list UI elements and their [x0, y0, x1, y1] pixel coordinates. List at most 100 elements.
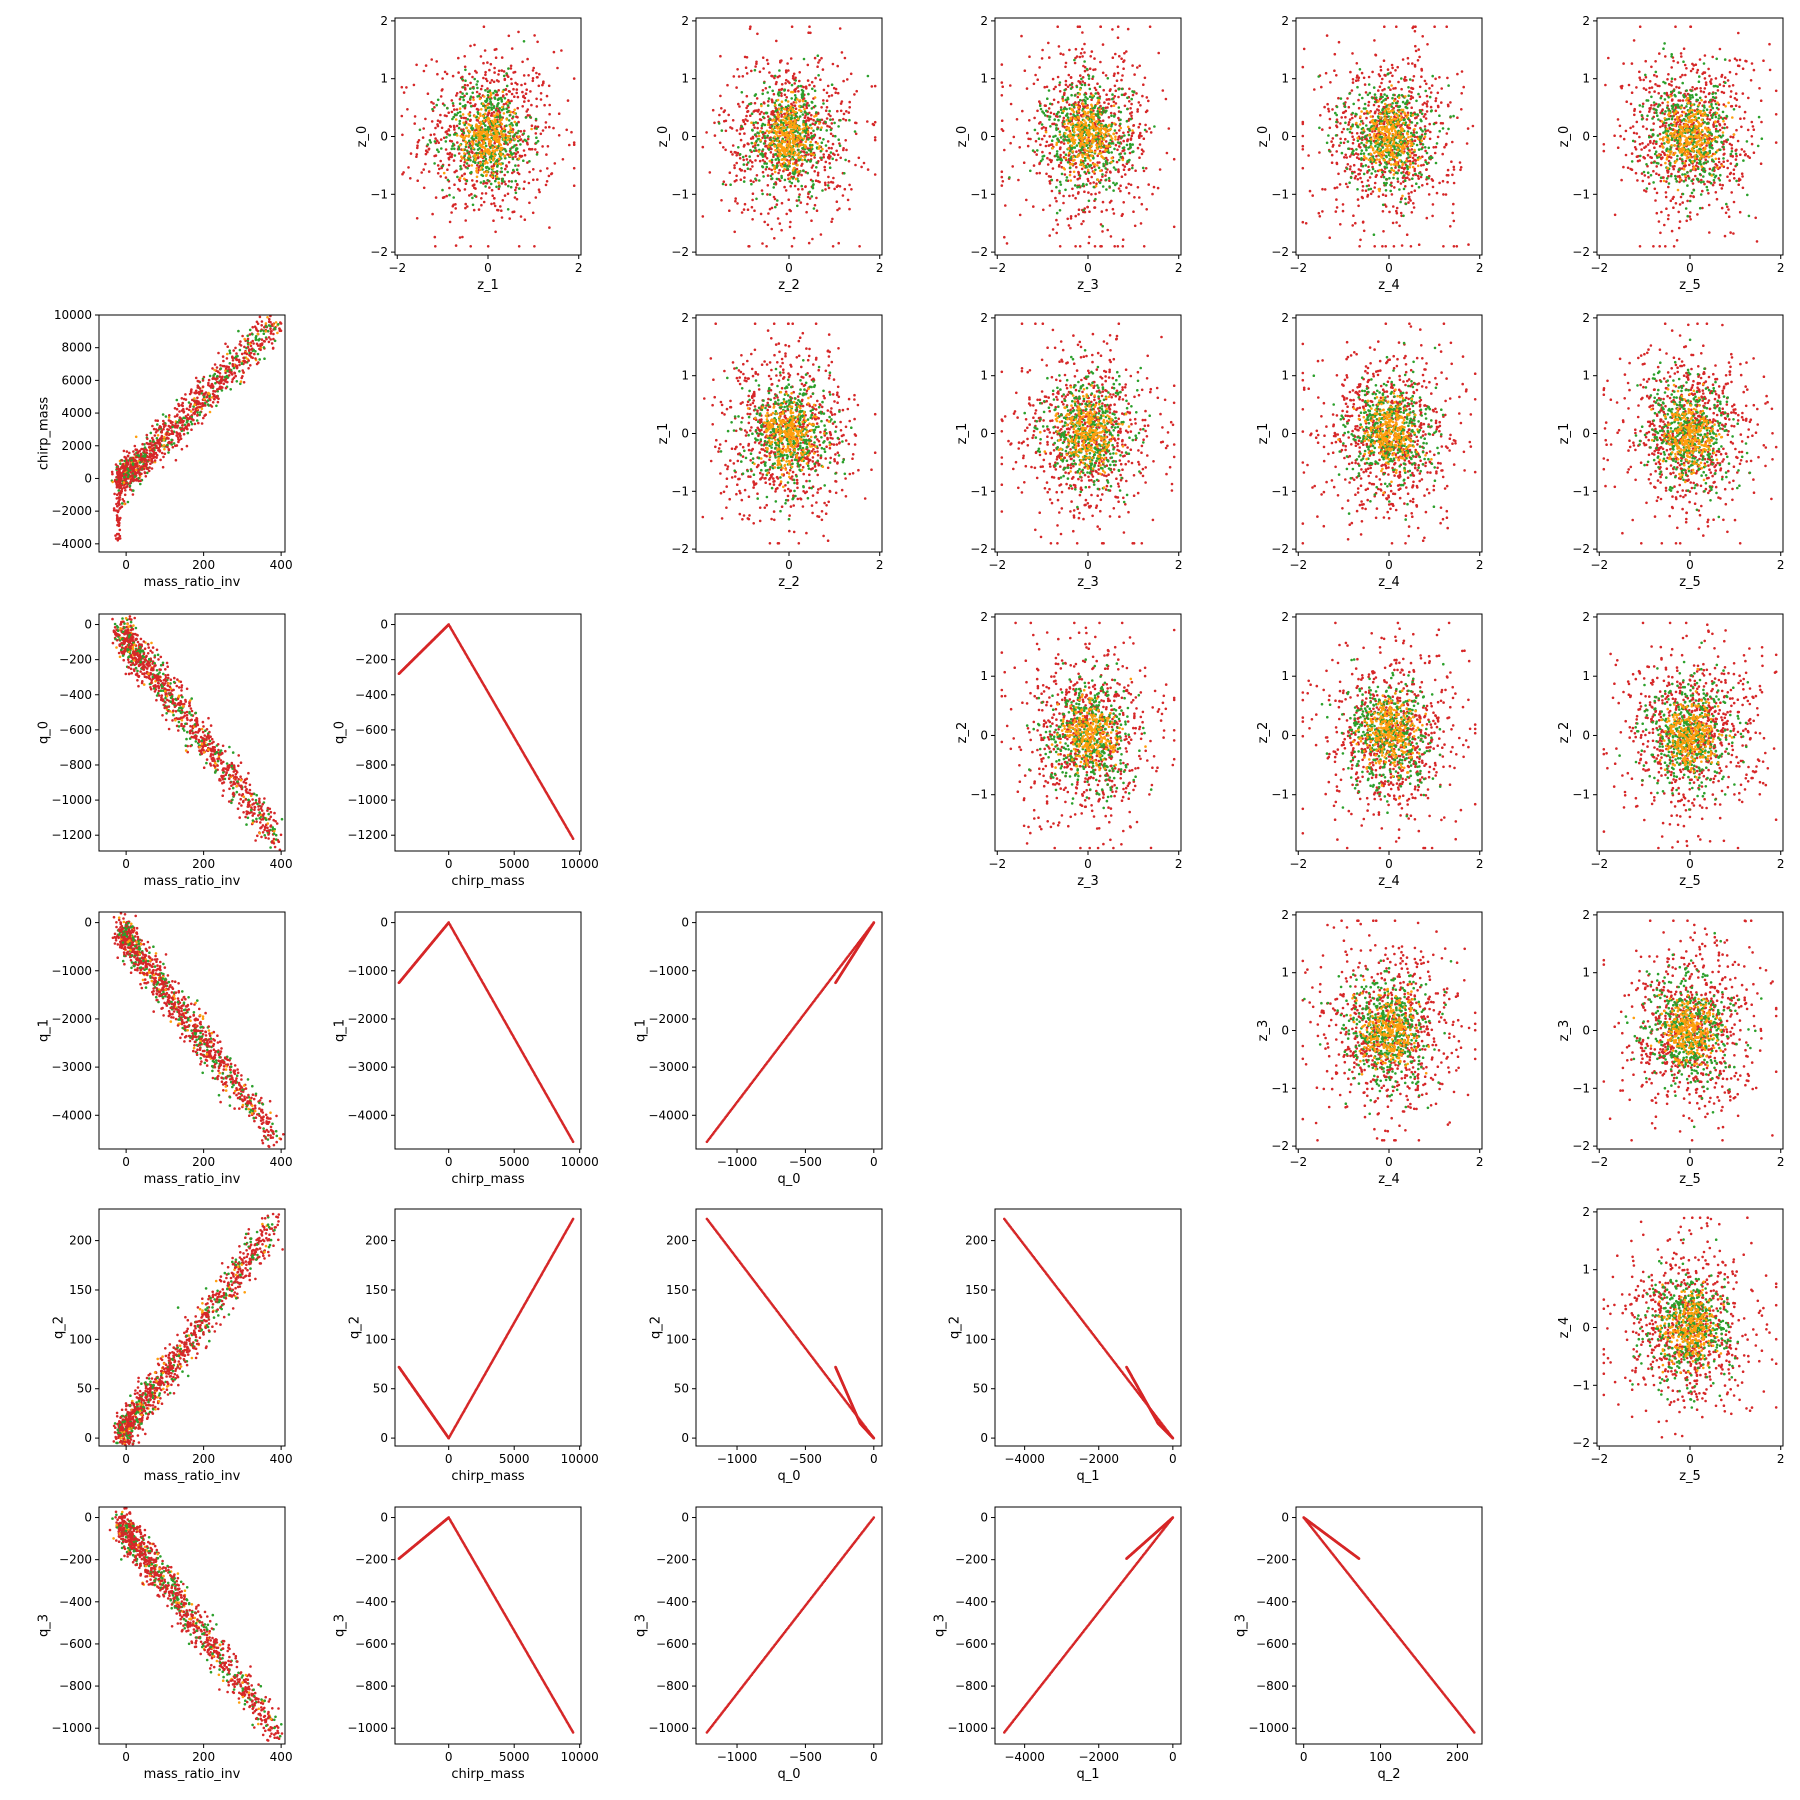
data-point [1414, 162, 1417, 165]
data-point [1115, 182, 1118, 185]
data-point [1077, 101, 1080, 104]
data-point [1086, 168, 1090, 172]
data-point [1076, 115, 1080, 119]
data-point [508, 101, 512, 105]
data-point [1335, 186, 1339, 189]
y-tick-label: −2 [970, 245, 988, 259]
data-point [1424, 113, 1427, 116]
data-point [738, 153, 742, 156]
data-point [770, 158, 774, 162]
data-point [1080, 77, 1083, 81]
data-point [1073, 117, 1076, 120]
data-point [1335, 150, 1338, 153]
data-point [1360, 180, 1364, 184]
data-point [1136, 66, 1139, 69]
data-point [498, 185, 501, 188]
data-point [1410, 184, 1414, 188]
data-point [782, 161, 786, 164]
data-point [485, 130, 489, 133]
data-point [519, 138, 523, 141]
data-point [778, 149, 782, 152]
data-point [825, 106, 829, 109]
data-point [743, 169, 747, 173]
data-point [1039, 121, 1042, 124]
data-point [1085, 165, 1088, 169]
data-point [497, 73, 500, 76]
data-point [1365, 116, 1368, 120]
data-point [1045, 85, 1049, 89]
data-point [1404, 185, 1407, 188]
data-point [755, 62, 758, 65]
data-point [531, 211, 535, 215]
data-point [847, 159, 851, 163]
data-point [857, 156, 861, 160]
data-point [718, 141, 722, 145]
data-point [829, 114, 832, 118]
data-point [492, 80, 496, 84]
data-point [1077, 153, 1081, 156]
data-point [1060, 172, 1064, 176]
data-point [797, 145, 801, 148]
data-point [773, 170, 777, 174]
data-point [1411, 177, 1414, 180]
data-point [494, 145, 498, 148]
data-point [492, 131, 495, 135]
data-point [1452, 202, 1455, 206]
data-point [816, 65, 819, 68]
data-point [1418, 85, 1422, 89]
data-point [1051, 167, 1055, 170]
data-point [1110, 137, 1114, 140]
data-point [469, 124, 472, 127]
data-point [1114, 168, 1117, 171]
data-point [1388, 80, 1392, 83]
data-point [489, 146, 492, 150]
data-point [776, 92, 780, 96]
data-point [1371, 130, 1374, 133]
data-point [1061, 99, 1065, 102]
data-point [813, 156, 816, 159]
data-point [1380, 175, 1383, 179]
data-point [1425, 94, 1429, 98]
data-point [473, 186, 476, 190]
data-point [1080, 131, 1083, 135]
data-point [1354, 79, 1358, 82]
data-point [750, 141, 754, 145]
data-point [855, 89, 858, 93]
data-point [502, 74, 506, 78]
data-point [1042, 111, 1046, 115]
data-point [526, 57, 529, 61]
data-point [1001, 85, 1004, 88]
data-point [465, 143, 468, 146]
data-point [731, 153, 734, 156]
data-point [536, 76, 539, 79]
data-point [517, 157, 521, 160]
data-point [1076, 177, 1079, 181]
data-point [1119, 122, 1122, 126]
data-point [1363, 112, 1366, 115]
data-point [775, 80, 778, 84]
data-point [409, 152, 413, 155]
data-point [761, 170, 765, 174]
data-point [756, 109, 759, 113]
data-point [1335, 161, 1339, 165]
data-point [845, 148, 848, 152]
data-point [1078, 55, 1082, 59]
data-point [524, 139, 528, 143]
data-point [548, 226, 551, 229]
data-point [830, 83, 834, 86]
data-point [776, 217, 780, 220]
data-point [705, 131, 708, 134]
data-point [475, 83, 479, 86]
data-point [728, 171, 732, 174]
data-point [1337, 172, 1340, 176]
data-point [1074, 103, 1078, 107]
data-point [505, 118, 509, 121]
data-point [1109, 171, 1112, 174]
data-point [777, 107, 781, 111]
data-point [1422, 115, 1426, 118]
data-point [1083, 42, 1086, 46]
data-point [1367, 75, 1371, 79]
data-point [1137, 125, 1140, 129]
data-point [485, 79, 489, 83]
data-point [766, 104, 770, 107]
